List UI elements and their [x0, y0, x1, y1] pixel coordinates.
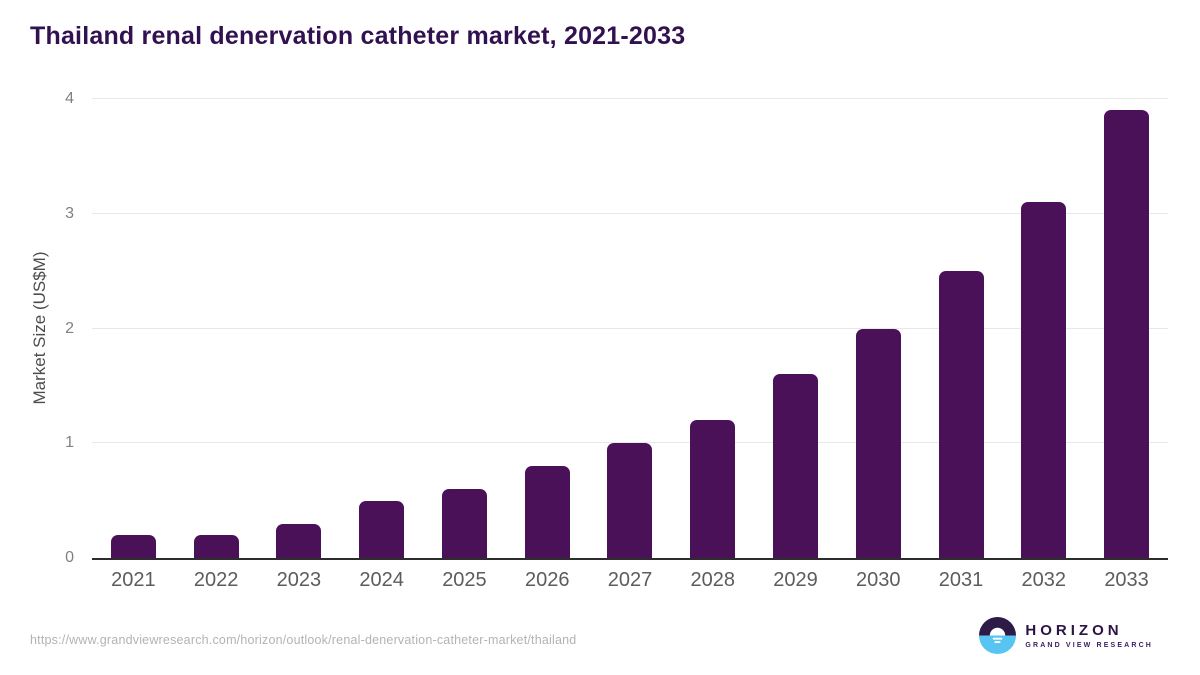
bar-2021	[110, 535, 156, 558]
bar-2030	[855, 328, 901, 558]
x-tick-label-2030: 2030	[856, 569, 901, 591]
chart-title: Thailand renal denervation catheter mark…	[30, 22, 686, 50]
y-axis-ticks: 0 1 2 3 4	[38, 90, 84, 566]
bar-column-2029	[754, 99, 837, 558]
bar-column-2026	[506, 99, 589, 558]
bar-2024	[359, 500, 405, 558]
bar-column-2032	[1002, 99, 1085, 558]
y-tick-label-3: 3	[65, 204, 74, 222]
x-tick-label-2022: 2022	[193, 569, 239, 591]
gridline-4	[92, 98, 1168, 99]
x-tick-label-2028: 2028	[690, 569, 735, 591]
bar-column-2023	[258, 99, 341, 558]
y-tick-label-1: 1	[65, 434, 74, 452]
logo-text-block: HORIZON GRAND VIEW RESEARCH	[1025, 623, 1153, 649]
x-tick-label-2026: 2026	[524, 569, 570, 591]
bar-2031	[938, 271, 984, 558]
bar-2022	[193, 535, 239, 558]
bar-column-2033	[1085, 99, 1168, 558]
bar-column-2027	[589, 99, 672, 558]
x-tick-label-2029: 2029	[773, 569, 818, 591]
bar-2027	[607, 443, 653, 558]
bar-series	[92, 99, 1168, 558]
bar-column-2024	[340, 99, 423, 558]
bar-2026	[524, 466, 570, 558]
bar-column-2028	[671, 99, 754, 558]
x-tick-label-2024: 2024	[359, 569, 404, 591]
bar-2029	[773, 374, 818, 558]
logo-title: HORIZON	[1025, 621, 1123, 639]
bar-column-2031	[920, 99, 1003, 558]
bar-2028	[690, 420, 736, 558]
x-tick-label-2031: 2031	[938, 569, 984, 591]
y-tick-label-2: 2	[65, 319, 74, 337]
source-url: https://www.grandviewresearch.com/horizo…	[30, 633, 577, 647]
bar-2023	[276, 523, 322, 558]
gridlines	[92, 98, 1168, 558]
x-tick-label-2023: 2023	[276, 569, 322, 591]
bar-2032	[1021, 202, 1067, 558]
x-tick-label-2032: 2032	[1021, 569, 1067, 591]
logo-subtitle: GRAND VIEW RESEARCH	[1025, 641, 1153, 649]
x-tick-label-2033: 2033	[1104, 569, 1149, 591]
x-tick-label-2021: 2021	[111, 569, 156, 591]
y-tick-label-4: 4	[65, 90, 74, 107]
bar-chart-plot-area	[92, 98, 1168, 560]
y-tick-label-0: 0	[65, 549, 74, 566]
gridline-2	[92, 327, 1168, 329]
gridline-1	[92, 442, 1168, 444]
bar-2033	[1104, 110, 1150, 558]
x-tick-label-2027: 2027	[607, 569, 653, 591]
horizon-sunset-icon	[979, 617, 1017, 654]
bar-column-2021	[92, 99, 175, 558]
gridline-3	[92, 212, 1168, 214]
x-tick-label-2025: 2025	[442, 569, 487, 591]
bar-column-2030	[837, 99, 920, 558]
horizon-logo: HORIZON GRAND VIEW RESEARCH	[979, 617, 1153, 654]
bar-column-2022	[175, 99, 258, 558]
bar-column-2025	[423, 99, 506, 558]
bar-2025	[441, 489, 487, 558]
x-axis-labels: 2021 2022 2023 2024 2025 2026 2027 2028 2029 2030…	[92, 569, 1168, 592]
